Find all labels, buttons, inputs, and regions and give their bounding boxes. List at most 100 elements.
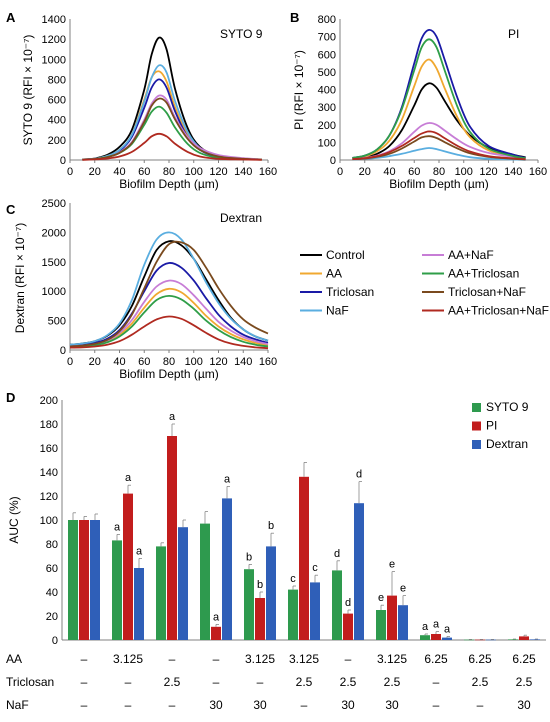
treatment-row-label: Triclosan [6,675,54,689]
y-tick-label: 400 [318,85,336,97]
y-axis-title: PI (RFI × 10⁻⁷) [292,50,306,130]
treatment-value: 2.5 [472,675,489,689]
x-tick-label: 80 [163,166,175,178]
bar [398,605,408,640]
y-tick-label: 1000 [42,286,66,298]
bar [508,639,518,640]
bar [79,520,89,640]
y-tick-label: 0 [60,155,66,167]
x-tick-label: 0 [337,166,343,178]
y-axis-title: AUC (%) [7,496,21,543]
x-tick-label: 100 [185,166,203,178]
series-line [69,315,269,350]
x-tick-label: 0 [67,356,73,368]
treatment-value: – [213,652,220,666]
significance-letter: a [114,521,121,533]
panel-B: B PI 0 100 200 300 400 500 600 700 800 0 20 40 60 80 100… [290,10,547,191]
panel-label: B [290,10,299,25]
series-line [352,135,526,161]
treatment-value: 2.5 [164,675,181,689]
y-tick-label: 60 [46,563,58,575]
bar [222,498,232,640]
significance-letter: c [312,562,318,574]
x-tick-label: 60 [138,166,150,178]
y-tick-label: 40 [46,587,58,599]
treatment-value: 2.5 [516,675,533,689]
treatment-value: – [213,675,220,689]
x-tick-label: 40 [113,356,125,368]
y-tick-label: 2000 [42,227,66,239]
treatment-value: – [169,698,176,712]
y-tick-label: 20 [46,611,58,623]
significance-letter: a [213,611,220,623]
y-tick-label: 1200 [42,34,66,46]
legend-label: Dextran [486,437,528,451]
x-tick-label: 20 [89,356,101,368]
x-tick-label: 120 [209,356,227,368]
treatment-value: 2.5 [296,675,313,689]
bar [475,639,485,641]
y-tick-label: 0 [52,635,58,647]
treatment-value: 30 [341,698,355,712]
bar [530,639,540,640]
legend-label: NaF [326,304,349,318]
bar-legend: SYTO 9 PI Dextran [472,400,529,451]
bar [90,520,100,640]
significance-letter: b [268,520,274,532]
x-tick-label: 120 [479,166,497,178]
legend-label: Control [326,248,365,262]
treatment-value: – [81,652,88,666]
series-line [82,132,262,161]
treatment-value: – [301,698,308,712]
y-tick-label: 600 [48,95,66,107]
panel-title: PI [508,27,519,41]
x-tick-label: 140 [504,166,522,178]
treatment-value: 6.25 [468,652,492,666]
treatment-value: – [477,698,484,712]
bar [431,634,441,640]
significance-letter: a [422,621,429,633]
bar [332,570,342,640]
treatment-value: – [125,698,132,712]
treatment-value: 2.5 [340,675,357,689]
bar [442,637,452,640]
treatment-value: 30 [517,698,531,712]
significance-letter: a [125,472,132,484]
significance-letter: a [224,473,231,485]
treatment-value: – [81,698,88,712]
treatment-value: – [345,652,352,666]
bar [288,589,298,640]
y-tick-label: 500 [318,67,336,79]
treatment-value: 3.125 [245,652,275,666]
significance-letter: b [246,551,252,563]
treatment-value: 30 [385,698,399,712]
legend-label: Triclosan [326,285,374,299]
x-tick-label: 120 [209,166,227,178]
bar [167,436,177,640]
treatment-value: 30 [209,698,223,712]
bar [112,540,122,640]
x-tick-label: 60 [408,166,420,178]
significance-letter: d [356,469,362,481]
panel-title: Dextran [220,211,262,225]
x-tick-label: 100 [185,356,203,368]
bar [387,595,397,640]
legend-swatch [472,403,481,412]
y-axis-title: Dextran (RFI × 10⁻⁷) [13,223,27,333]
x-tick-label: 0 [67,166,73,178]
treatment-row-label: NaF [6,698,29,712]
y-tick-label: 700 [318,32,336,44]
treatment-value: 3.125 [377,652,407,666]
x-axis-title: Biofilm Depth (µm) [119,177,219,191]
x-tick-label: 100 [455,166,473,178]
treatment-value: – [433,675,440,689]
y-tick-label: 180 [40,419,58,431]
series-line [69,287,269,348]
treatment-value: 3.125 [289,652,319,666]
panel-title: SYTO 9 [220,27,263,41]
treatment-value: – [169,652,176,666]
x-tick-label: 40 [383,166,395,178]
legend-label: AA [326,267,342,281]
bar [464,639,474,641]
